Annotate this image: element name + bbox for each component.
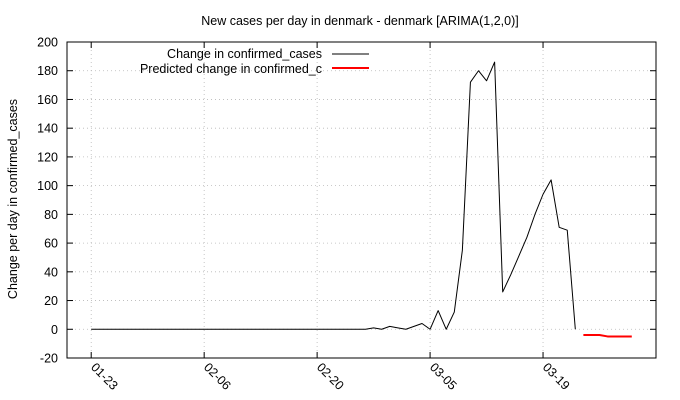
- x-tick-labels: 01-23 02-06 02-20 03-05 03-19: [88, 360, 572, 393]
- legend: Change in confirmed_cases Predicted chan…: [140, 47, 369, 76]
- plot-frame: [66, 41, 657, 359]
- y-tick-label: 200: [37, 36, 58, 50]
- axis-ticks: [67, 41, 656, 359]
- x-tick-label: 02-20: [314, 360, 347, 393]
- y-tick-label: 100: [37, 179, 58, 193]
- y-tick-label: 80: [44, 208, 58, 222]
- y-tick-label: 20: [44, 294, 58, 308]
- y-axis-label: Change per day in confirmed_cases: [6, 99, 20, 299]
- y-tick-label: 40: [44, 265, 58, 279]
- x-tick-label: 01-23: [88, 360, 121, 393]
- series-line-predicted: [583, 334, 632, 338]
- y-tick-labels: -20 0 20 40 60 80 100 120 140 160 180 200: [37, 36, 58, 366]
- chart-title: New cases per day in denmark - denmark […: [201, 14, 518, 28]
- y-tick-label: 120: [37, 150, 58, 164]
- y-tick-label: 180: [37, 64, 58, 78]
- x-tick-label: 02-06: [201, 360, 234, 393]
- y-tick-label: 0: [51, 323, 58, 337]
- x-tick-label: 03-05: [427, 360, 460, 393]
- grid: [67, 42, 656, 358]
- x-tick-label: 03-19: [540, 360, 573, 393]
- legend-label-predicted: Predicted change in confirmed_c: [140, 62, 322, 76]
- series: [91, 61, 632, 338]
- legend-label-observed: Change in confirmed_cases: [167, 47, 322, 61]
- series-line-observed: [91, 61, 576, 330]
- y-tick-label: 60: [44, 237, 58, 251]
- y-tick-label: -20: [40, 352, 58, 366]
- y-tick-label: 160: [37, 93, 58, 107]
- y-tick-label: 140: [37, 122, 58, 136]
